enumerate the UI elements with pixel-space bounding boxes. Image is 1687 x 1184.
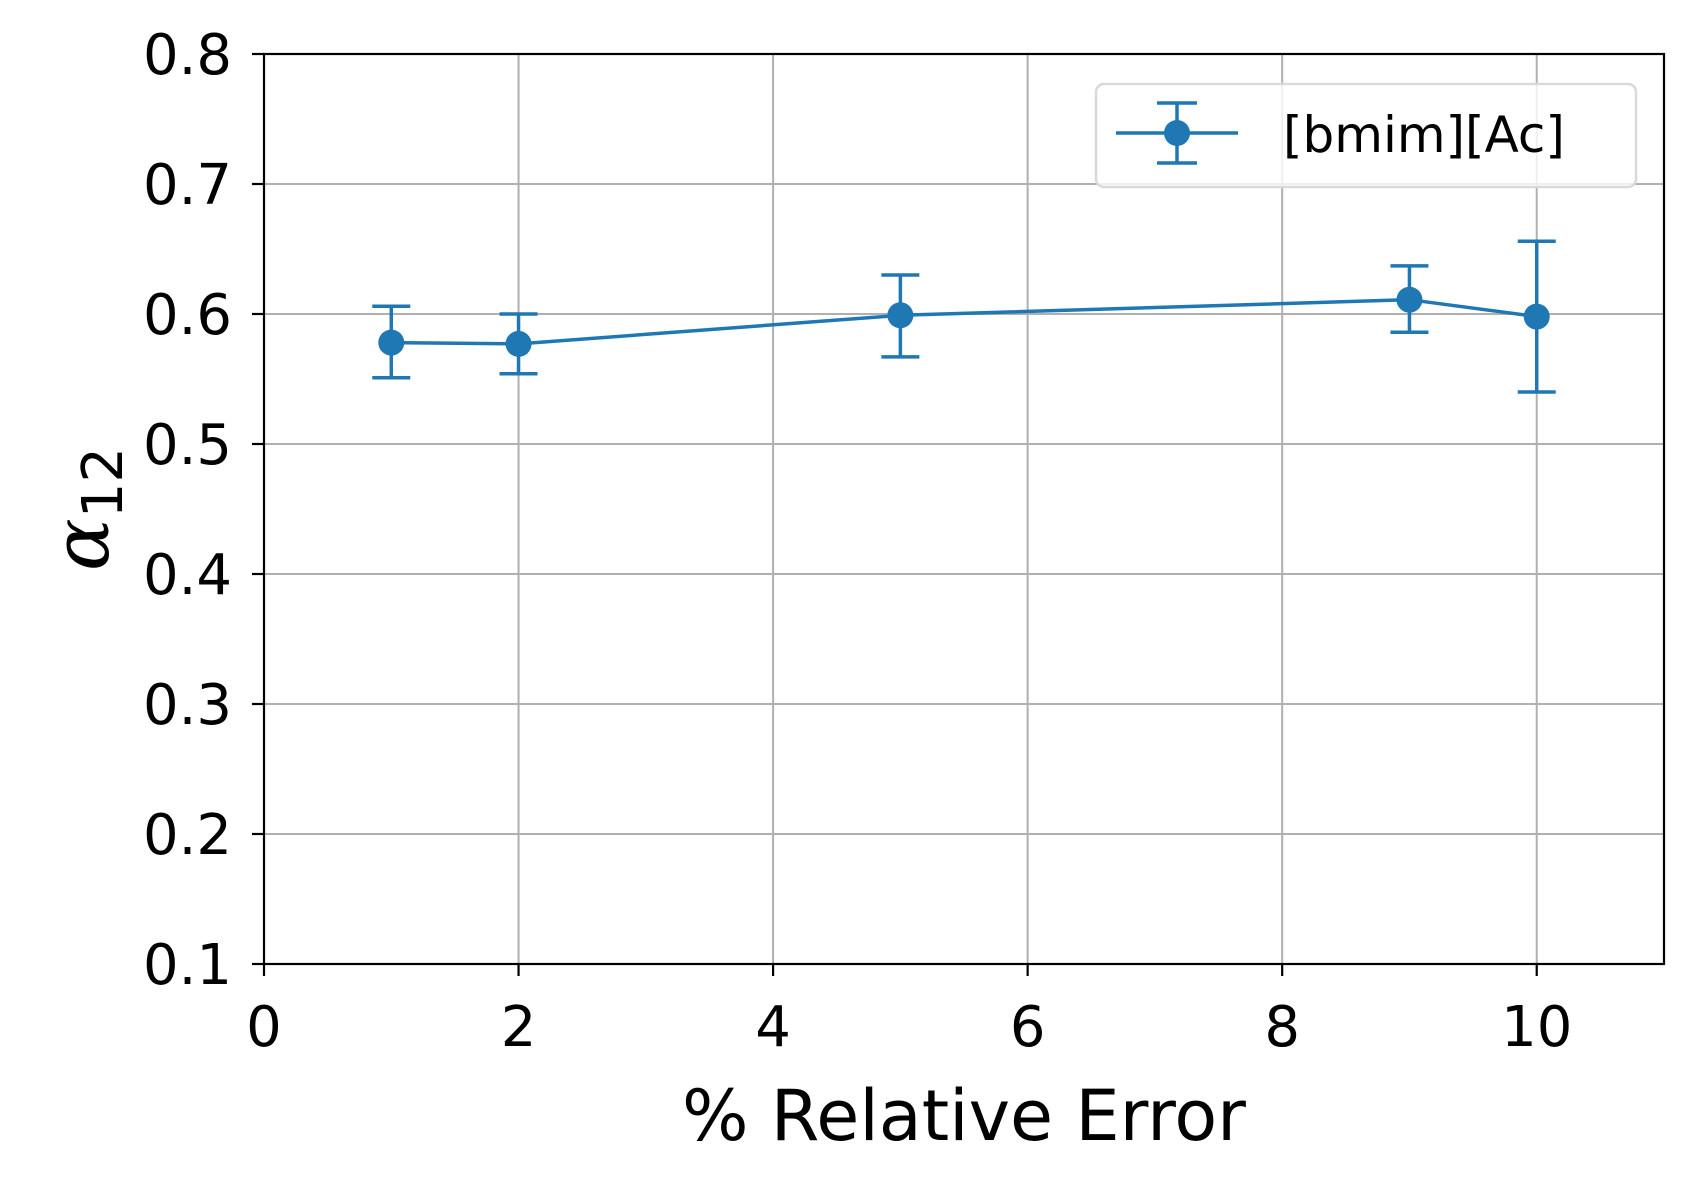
x-tick-label: 2	[501, 995, 537, 1060]
data-point	[887, 302, 914, 329]
y-tick-label: 0.3	[143, 673, 232, 738]
data-point	[505, 330, 532, 357]
data-point	[1396, 286, 1423, 313]
x-tick-label: 4	[755, 995, 791, 1060]
ticks: 0 2 4 6 8 10 0.1 0.2 0.3 0.4 0.5 0.6 0.7 0.8	[143, 23, 1572, 1060]
x-tick-label: 10	[1501, 995, 1572, 1060]
y-axis-title-subscript: 12	[71, 447, 136, 518]
y-tick-label: 0.8	[143, 23, 232, 88]
y-tick-label: 0.2	[143, 803, 232, 868]
y-tick-label: 0.5	[143, 413, 232, 478]
y-axis-title-symbol: α	[37, 518, 127, 571]
plot-data	[372, 239, 1556, 394]
y-tick-label: 0.6	[143, 283, 232, 348]
y-tick-label: 0.4	[143, 543, 232, 608]
data-point	[1523, 303, 1550, 330]
x-tick-label: 0	[246, 995, 282, 1060]
legend-marker	[1164, 120, 1190, 146]
x-tick-label: 6	[1010, 995, 1046, 1060]
y-tick-label: 0.1	[143, 933, 232, 998]
svg-text:α12: α12	[37, 447, 136, 571]
data-point	[378, 329, 405, 356]
y-axis-title: α12	[37, 447, 136, 571]
x-axis-title: % Relative Error	[682, 1075, 1246, 1157]
x-tick-label: 8	[1264, 995, 1300, 1060]
axes-frame	[262, 52, 1666, 966]
y-tick-label: 0.7	[143, 153, 232, 218]
legend: [bmim][Ac]	[1094, 82, 1638, 189]
legend-box	[1094, 82, 1638, 189]
legend-label: [bmim][Ac]	[1283, 106, 1565, 164]
